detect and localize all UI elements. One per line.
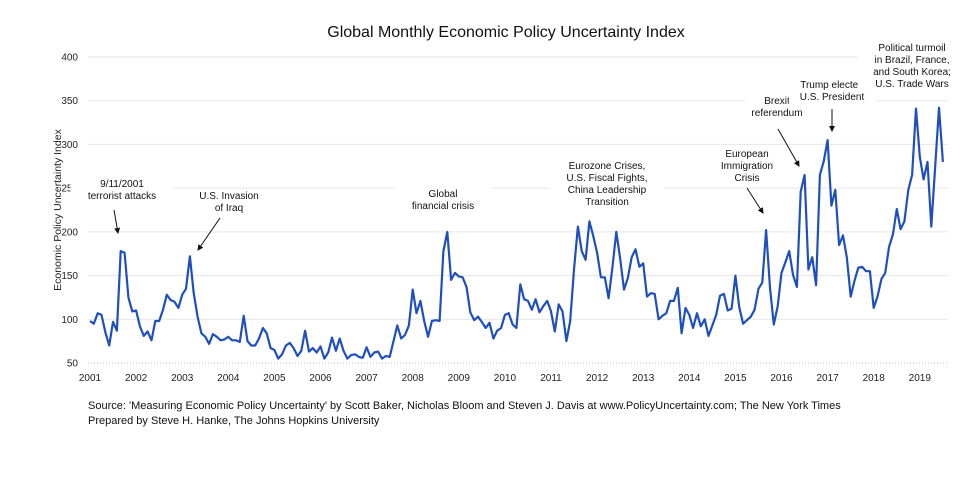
annotation-text: U.S. President	[800, 92, 865, 103]
annotation-background	[394, 187, 492, 215]
annotation: Eurozone Crises,U.S. Fiscal Fights,China…	[549, 159, 665, 211]
x-tick-label: 2006	[309, 373, 332, 384]
y-axis-label: Economic Policy Uncertainty Index	[52, 128, 64, 290]
x-tick-label: 2011	[540, 373, 562, 384]
annotation-arrow-icon	[197, 217, 221, 251]
x-tick-label: 2007	[355, 373, 378, 384]
x-tick-label: 2004	[217, 373, 240, 384]
source-line-1: Source: 'Measuring Economic Policy Uncer…	[88, 400, 841, 412]
x-tick-label: 2002	[125, 373, 148, 384]
x-tick-label: 2017	[816, 373, 839, 384]
y-tick-label: 250	[61, 184, 78, 195]
x-tick-label: 2014	[678, 373, 701, 384]
annotation-text: terrorist attacks	[88, 191, 156, 202]
annotation-text: Brexit	[764, 96, 790, 107]
annotation-background	[857, 41, 960, 93]
annotation-text: U.S. Fiscal Fights,	[566, 173, 647, 184]
source-line-2: Prepared by Steve H. Hanke, The Johns Ho…	[88, 415, 380, 427]
annotation-text: Global	[429, 189, 458, 200]
x-tick-label: 2012	[586, 373, 609, 384]
annotation-text: U.S. Invasion	[199, 191, 258, 202]
annotation-text: 9/11/2001	[100, 179, 144, 190]
annotation-text: Crisis	[735, 173, 760, 184]
series-line	[89, 106, 944, 360]
y-tick-label: 400	[61, 53, 78, 64]
y-tick-label: 50	[67, 359, 79, 370]
x-tick-label: 2010	[494, 373, 517, 384]
x-tick-label: 2008	[402, 373, 425, 384]
y-tick-label: 100	[61, 315, 78, 326]
annotation-text: referendum	[751, 108, 802, 119]
y-axis-ticks: 50 100 150 200 250 300 350 400	[61, 53, 78, 370]
annotation-arrow-icon	[746, 187, 764, 214]
x-tick-label: 2009	[448, 373, 471, 384]
annotation-arrow-icon	[777, 128, 800, 167]
annotation-text: Immigration	[721, 161, 773, 172]
annotation-background	[712, 147, 782, 187]
y-tick-label: 150	[61, 271, 78, 282]
annotation-text: Transition	[585, 197, 629, 208]
annotation-text: Political turmoil	[878, 43, 945, 54]
annotation-text: of Iraq	[215, 203, 243, 214]
x-tick-label: 2013	[632, 373, 655, 384]
annotation-arrow-icon	[113, 209, 121, 234]
annotation-text: and South Korea;	[873, 67, 951, 78]
annotation-text: Eurozone Crises,	[569, 161, 646, 172]
y-tick-label: 300	[61, 140, 78, 151]
annotation-text: U.S. Trade Wars	[875, 79, 949, 90]
annotation-background	[549, 159, 665, 211]
y-tick-label: 200	[61, 227, 78, 238]
annotation-text: in Brazil, France,	[874, 55, 949, 66]
annotation-background	[70, 177, 174, 205]
x-axis-ticks: 2001 2002 2003 2004 2005 2006 2007 2008 2009 2010…	[79, 373, 931, 384]
y-tick-label: 350	[61, 96, 78, 107]
chart-title: Global Monthly Economic Policy Uncertain…	[327, 24, 685, 41]
x-tick-label: 2001	[79, 373, 102, 384]
annotation-text: China Leadership	[568, 185, 647, 196]
annotation-text: European	[725, 149, 768, 160]
x-tick-label: 2016	[770, 373, 793, 384]
x-tick-label: 2015	[724, 373, 747, 384]
annotation-background	[188, 189, 270, 217]
x-tick-label: 2003	[171, 373, 194, 384]
annotation-text: Trump elected	[800, 80, 864, 91]
annotation-text: financial crisis	[412, 201, 474, 212]
x-tick-label: 2018	[863, 373, 886, 384]
x-tick-label: 2019	[909, 373, 932, 384]
x-tick-label: 2005	[263, 373, 286, 384]
